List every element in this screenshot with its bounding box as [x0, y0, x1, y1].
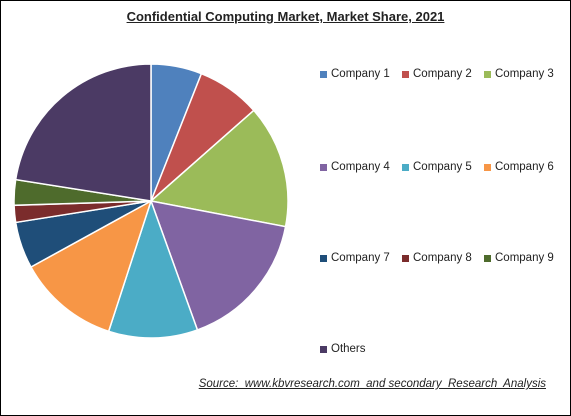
legend-swatch — [484, 163, 491, 171]
legend-item-company-3: Company 3 — [484, 68, 554, 80]
legend-label: Company 4 — [331, 161, 390, 173]
pie-slice-company-3 — [149, 109, 289, 228]
legend-swatch — [320, 163, 327, 171]
legend-item-company-9: Company 9 — [484, 252, 554, 264]
legend-label: Company 9 — [495, 252, 554, 264]
legend-label: Company 5 — [413, 161, 472, 173]
legend-item-company-1: Company 1 — [320, 68, 390, 80]
legend-swatch — [320, 70, 327, 78]
legend-label: Company 3 — [495, 68, 554, 80]
legend-item-company-8: Company 8 — [402, 252, 472, 264]
legend-swatch — [484, 70, 491, 78]
legend-swatch — [402, 254, 409, 262]
legend-item-company-6: Company 6 — [484, 161, 554, 173]
chart-title: Confidential Computing Market, Market Sh… — [126, 9, 445, 24]
legend-swatch — [402, 163, 409, 171]
pie-slice-company-5 — [107, 198, 199, 339]
legend-item-company-5: Company 5 — [402, 161, 472, 173]
pie-slice-others — [14, 63, 152, 202]
source-note: Source: www.kbvresearch.com and secondar… — [198, 378, 546, 390]
legend-label: Company 8 — [413, 252, 472, 264]
legend-item-company-7: Company 7 — [320, 252, 390, 264]
legend-item-company-2: Company 2 — [402, 68, 472, 80]
pie-slice-company-4 — [149, 200, 287, 331]
legend-label: Company 6 — [495, 161, 554, 173]
legend-label: Company 7 — [331, 252, 390, 264]
pie-slice-company-6 — [29, 199, 153, 333]
legend-swatch — [484, 254, 491, 262]
legend-label: Company 2 — [413, 68, 472, 80]
legend-label: Company 1 — [331, 68, 390, 80]
legend-item-others: Others — [320, 343, 366, 355]
legend-label: Others — [331, 343, 366, 355]
legend-item-company-4: Company 4 — [320, 161, 390, 173]
legend-swatch — [320, 345, 327, 353]
legend-swatch — [320, 254, 327, 262]
legend-swatch — [402, 70, 409, 78]
